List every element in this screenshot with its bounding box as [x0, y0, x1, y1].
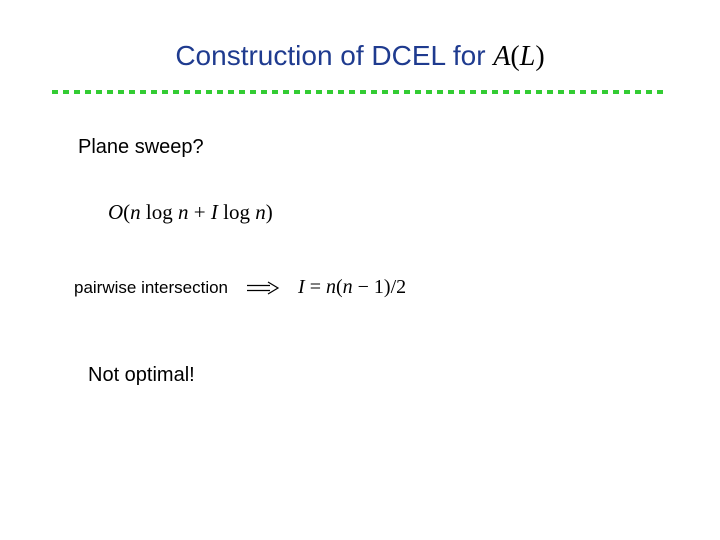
line-plane-sweep: Plane sweep?	[78, 136, 204, 159]
formula-intersections: I = n(n − 1)/2	[298, 276, 406, 299]
row-pairwise: pairwise intersection I = n(n − 1)/2	[74, 276, 406, 299]
implies-arrow-icon	[246, 281, 280, 295]
title-text: Construction of DCEL for	[175, 40, 493, 71]
formula-complexity: O(n log n + I log n)	[108, 200, 273, 225]
slide-title: Construction of DCEL for A(L)	[0, 40, 720, 73]
title-math: A(L)	[493, 41, 544, 72]
line-not-optimal: Not optimal!	[88, 364, 195, 387]
divider-line	[52, 90, 668, 94]
slide: Construction of DCEL for A(L) Plane swee…	[0, 0, 720, 540]
pairwise-label: pairwise intersection	[74, 278, 228, 298]
